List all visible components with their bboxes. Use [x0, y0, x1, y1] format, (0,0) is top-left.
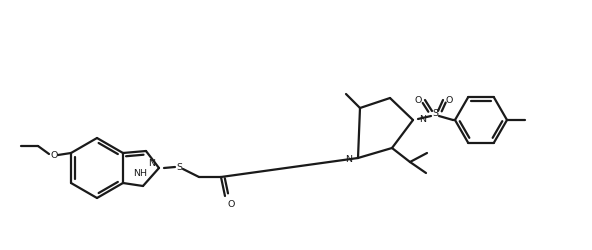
Text: N: N [345, 156, 352, 164]
Text: O: O [228, 200, 236, 209]
Text: NH: NH [133, 169, 147, 178]
Text: N: N [148, 159, 155, 168]
Text: S: S [176, 162, 182, 172]
Text: O: O [446, 96, 453, 105]
Text: S: S [432, 110, 438, 118]
Text: N: N [419, 114, 426, 124]
Text: O: O [50, 150, 57, 160]
Text: O: O [414, 96, 422, 105]
